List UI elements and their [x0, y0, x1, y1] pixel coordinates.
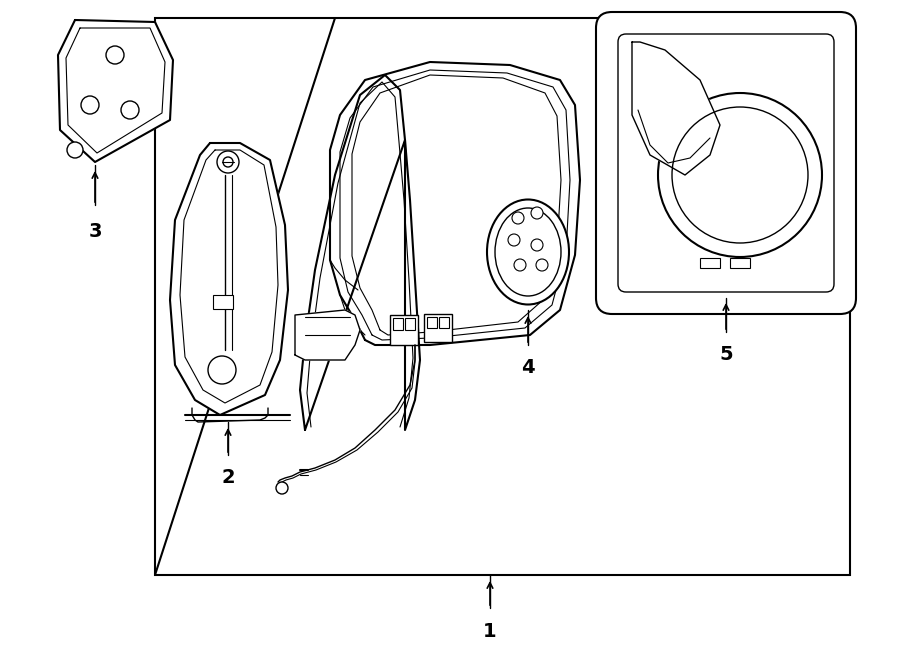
- Circle shape: [276, 482, 288, 494]
- FancyBboxPatch shape: [618, 34, 834, 292]
- Polygon shape: [170, 143, 288, 415]
- Bar: [424, 314, 452, 342]
- Bar: [213, 295, 233, 309]
- Circle shape: [531, 207, 543, 219]
- Circle shape: [531, 239, 543, 251]
- Text: 5: 5: [719, 345, 733, 364]
- Circle shape: [658, 93, 822, 257]
- Bar: [730, 258, 750, 268]
- Polygon shape: [295, 310, 360, 360]
- Circle shape: [512, 212, 524, 224]
- Bar: [439, 317, 449, 328]
- Circle shape: [81, 96, 99, 114]
- FancyBboxPatch shape: [596, 12, 856, 314]
- Circle shape: [217, 151, 239, 173]
- Circle shape: [536, 259, 548, 271]
- Text: 4: 4: [521, 358, 535, 377]
- Polygon shape: [58, 20, 173, 162]
- Text: 1: 1: [483, 622, 497, 641]
- Polygon shape: [330, 62, 580, 345]
- Circle shape: [67, 142, 83, 158]
- Bar: [427, 317, 437, 328]
- Text: 2: 2: [221, 468, 235, 487]
- Ellipse shape: [487, 200, 569, 305]
- Text: 3: 3: [88, 222, 102, 241]
- Bar: [405, 318, 415, 330]
- Circle shape: [121, 101, 139, 119]
- Circle shape: [208, 356, 236, 384]
- Polygon shape: [300, 75, 420, 430]
- Circle shape: [508, 234, 520, 246]
- Bar: [700, 258, 720, 268]
- Circle shape: [672, 107, 808, 243]
- Bar: [390, 315, 418, 345]
- Ellipse shape: [495, 208, 561, 296]
- Polygon shape: [632, 42, 720, 175]
- Bar: [155, 18, 850, 575]
- Circle shape: [514, 259, 526, 271]
- Bar: [393, 318, 403, 330]
- Circle shape: [106, 46, 124, 64]
- Circle shape: [223, 157, 233, 167]
